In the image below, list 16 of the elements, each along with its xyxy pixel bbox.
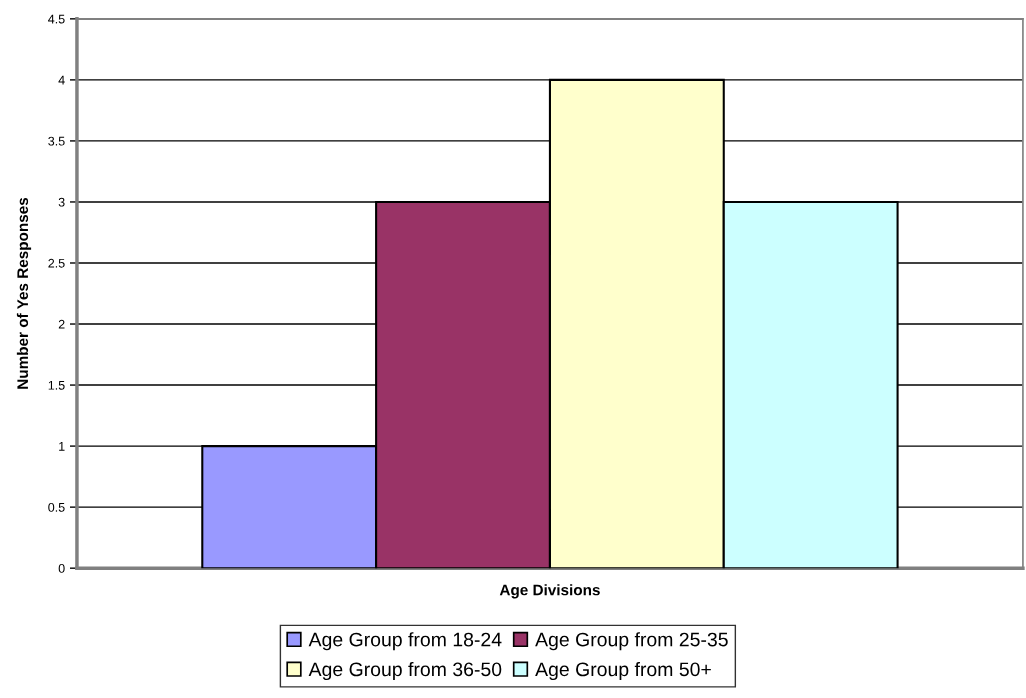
y-tick-label: 1.5 (48, 380, 65, 390)
y-tick-label: 0.5 (48, 502, 65, 512)
y-tick-label: 2.5 (48, 258, 65, 268)
y-tick-label: 0 (58, 563, 65, 573)
legend-label: Age Group from 50+ (535, 661, 711, 681)
x-axis-title: Age Divisions (499, 584, 600, 599)
y-tick-label: 3.5 (48, 136, 65, 146)
legend-label: Age Group from 25-35 (535, 632, 728, 651)
y-axis-title: Number of Yes Responses (16, 197, 32, 389)
y-tick-label: 1 (59, 442, 65, 451)
y-tick-label: 4.5 (48, 14, 65, 24)
y-tick-label: 3 (58, 197, 65, 207)
y-tick-label: 4 (58, 75, 65, 85)
legend-label: Age Group from 18-24 (308, 632, 502, 651)
legend-label: Age Group from 36-50 (308, 661, 502, 681)
y-tick-label: 2 (58, 319, 65, 329)
